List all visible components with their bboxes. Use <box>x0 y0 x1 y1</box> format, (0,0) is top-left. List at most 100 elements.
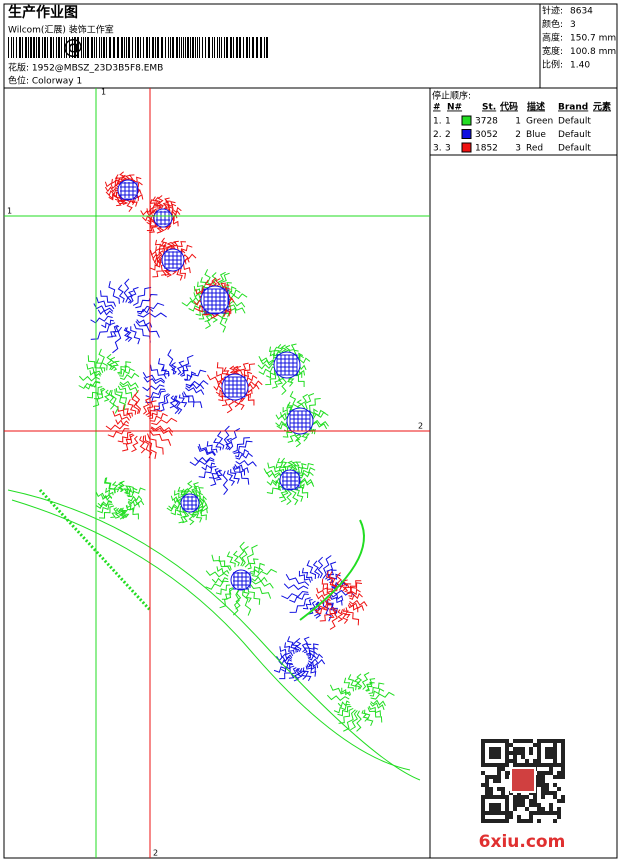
stitch-ray <box>337 700 350 708</box>
stitch-ray <box>329 608 337 619</box>
qr-module <box>501 787 505 791</box>
barcode-bar <box>50 37 52 58</box>
row-stitches: 1852 <box>475 144 498 154</box>
stitch-ray <box>178 394 188 408</box>
stitch-ray <box>350 710 358 731</box>
stitch-ray <box>347 674 357 691</box>
qr-module <box>501 767 505 771</box>
qr-module <box>549 755 553 759</box>
stitch-ray <box>234 464 249 473</box>
qr-module <box>481 819 485 823</box>
qr-module <box>525 759 529 763</box>
stitch-ray <box>112 326 123 354</box>
qr-module <box>505 799 509 803</box>
stitch-ray <box>251 576 268 583</box>
qr-module <box>513 799 517 803</box>
stitch-ray <box>329 595 343 606</box>
qr-module <box>481 743 485 747</box>
barcode-bar <box>187 37 189 58</box>
stitch-ray <box>135 321 160 338</box>
barcode-bar <box>212 37 213 58</box>
stitch-ray <box>111 481 120 493</box>
stitch-ray <box>104 389 111 402</box>
row-stitches: 3052 <box>475 130 498 140</box>
stitch-ray <box>110 507 118 519</box>
stitch-ray <box>361 672 370 690</box>
qr-module <box>509 811 513 815</box>
barcode-bar <box>221 37 222 58</box>
stitch-ray <box>126 290 134 304</box>
qr-module <box>545 783 549 787</box>
barcode-bar <box>101 37 102 58</box>
stitch-ray <box>86 363 102 376</box>
stem <box>7 489 421 781</box>
row-n: 1 <box>445 117 451 127</box>
barcode-bar <box>264 37 265 58</box>
stitch-ray <box>242 589 252 616</box>
stitch-ray <box>183 391 203 409</box>
qr-module <box>489 739 493 743</box>
barcode-bar <box>236 37 238 58</box>
color-swatch <box>461 142 472 153</box>
qr-module <box>537 739 541 743</box>
stitch-ray <box>115 387 128 404</box>
stitch-ray <box>226 551 236 568</box>
barcode-bar <box>38 37 40 58</box>
qr-module <box>529 815 533 819</box>
barcode-bar <box>36 37 37 58</box>
stitch-ray <box>368 705 381 716</box>
barcode-bar <box>22 37 23 58</box>
row-stitches: 3728 <box>475 117 498 127</box>
qr-module <box>529 763 533 767</box>
stitch-ray <box>303 643 312 654</box>
qr-module <box>493 739 497 743</box>
qr-module <box>505 819 509 823</box>
qr-module <box>481 747 485 751</box>
stitch-ray <box>128 495 143 502</box>
qr-module <box>513 747 517 751</box>
barcode-bar <box>11 37 12 58</box>
stitch-ray <box>343 677 354 692</box>
stitch-ray <box>185 387 205 395</box>
stitch-ray <box>104 186 119 193</box>
stitch-ray <box>307 650 318 659</box>
barcode-bar <box>124 37 125 58</box>
stitch-ray <box>337 609 344 623</box>
barcode-bar <box>69 37 70 58</box>
qr-module <box>525 819 529 823</box>
stitch-ray <box>131 394 140 415</box>
qr-module <box>493 751 497 755</box>
row-brand: Default <box>558 117 591 127</box>
stitch-ray <box>149 430 172 446</box>
qr-module <box>537 803 541 807</box>
qr-module <box>541 811 545 815</box>
stitch-ray <box>369 702 385 710</box>
barcode-bar <box>252 37 254 58</box>
barcode-bar <box>121 37 123 58</box>
stitch-ray <box>279 665 295 680</box>
stitch-ray <box>307 600 316 615</box>
barcode-bar <box>226 37 228 58</box>
info-label: 宽度: <box>542 45 563 57</box>
stitch-ray <box>258 366 277 375</box>
stitch-ray <box>188 509 195 526</box>
stitch-ray <box>127 487 146 498</box>
qr-module <box>505 807 509 811</box>
stitch-ray <box>105 487 114 496</box>
info-label: 比例: <box>542 59 563 71</box>
row-code: 1 <box>515 117 521 127</box>
stitch-ray <box>144 435 157 459</box>
stitch-ray <box>211 577 229 584</box>
stitch-ray <box>232 467 250 485</box>
stitch-ray <box>117 284 125 303</box>
barcode-bar <box>16 37 17 58</box>
stitch-ray <box>233 465 246 476</box>
stitch-ray <box>119 372 140 381</box>
stitch-ray <box>301 567 313 582</box>
stitch-ray <box>97 500 113 508</box>
qr-module <box>533 795 537 799</box>
stitch-ray <box>216 431 225 450</box>
qr-module <box>533 743 537 747</box>
stitch-ray <box>178 509 188 524</box>
